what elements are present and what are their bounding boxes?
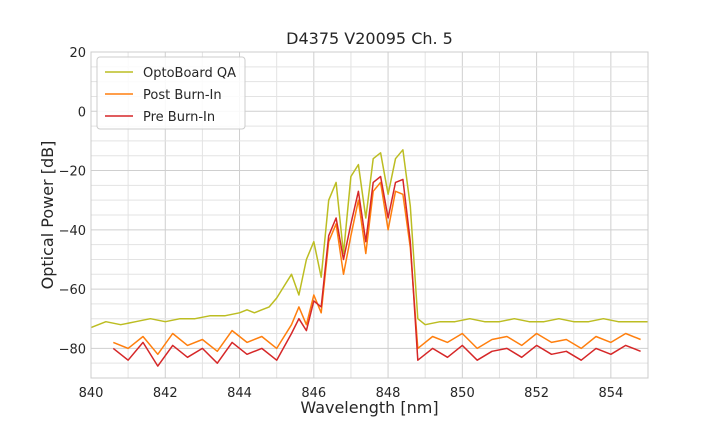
legend-label: OptoBoard QA [143, 66, 236, 81]
y-tick-label: −60 [59, 283, 86, 298]
plot-frame [90, 51, 649, 379]
chart-title: D4375 V20095 Ch. 5 [286, 29, 453, 48]
y-tick-label: 20 [69, 46, 86, 61]
series-group [91, 149, 648, 367]
y-tick-label: 0 [78, 105, 86, 120]
series-line-3 [112, 175, 641, 367]
y-tick-label: −80 [59, 342, 86, 357]
x-tick-label: 854 [598, 386, 623, 401]
series-line-2 [113, 181, 641, 356]
x-tick-label: 844 [227, 386, 252, 401]
y-tick-label: −20 [59, 165, 86, 180]
y-tick-labels: −80 −60 −40 −20 0 20 [59, 46, 86, 357]
x-tick-label: 846 [301, 386, 326, 401]
x-tick-label: 852 [524, 386, 549, 401]
legend-label: Post Burn-In [143, 88, 222, 103]
x-tick-label: 840 [79, 386, 104, 401]
y-axis-label: Optical Power [dB] [38, 141, 57, 290]
x-tick-label: 848 [376, 386, 401, 401]
x-tick-labels: 840 842 844 846 848 850 852 854 [79, 386, 624, 401]
legend: OptoBoard QA Post Burn-In Pre Burn-In [96, 56, 246, 130]
x-tick-label: 842 [153, 386, 178, 401]
x-axis-label: Wavelength [nm] [300, 398, 438, 417]
legend-box [96, 56, 246, 130]
x-tick-label: 850 [450, 386, 475, 401]
series-line-1 [91, 149, 648, 329]
y-tick-label: −40 [59, 224, 86, 239]
legend-label: Pre Burn-In [143, 110, 215, 125]
